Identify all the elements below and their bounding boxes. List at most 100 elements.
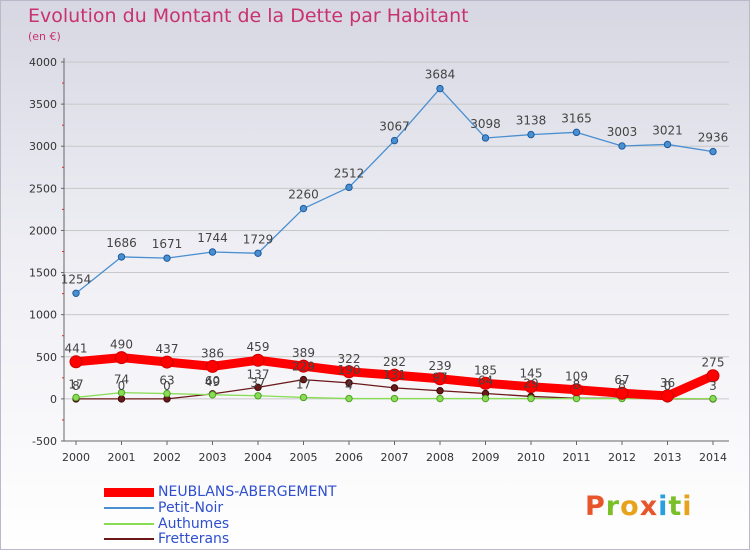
- data-point: [436, 387, 444, 395]
- x-tick-label: 2004: [244, 451, 272, 464]
- x-tick-label: 2013: [654, 451, 682, 464]
- data-label: 67: [614, 373, 629, 387]
- logo-letter: i: [658, 491, 669, 522]
- x-tick-label: 2003: [199, 451, 227, 464]
- legend-swatch-authumes: [104, 523, 154, 525]
- data-point: [527, 130, 535, 139]
- data-label: 190: [338, 363, 361, 377]
- data-label: 49: [205, 375, 220, 389]
- data-point: [436, 394, 444, 403]
- data-point: [299, 204, 308, 213]
- data-label: 64: [478, 373, 493, 387]
- data-label: 1744: [197, 231, 228, 245]
- data-point: [390, 384, 399, 392]
- data-point: [117, 395, 126, 403]
- data-label: 275: [702, 356, 725, 370]
- data-label: 63: [159, 374, 174, 388]
- data-point: [436, 84, 444, 93]
- legend-label-petit-noir: Petit-Noir: [158, 500, 224, 516]
- data-label: 3138: [516, 114, 547, 128]
- data-point: [570, 383, 583, 397]
- data-label: 3003: [607, 125, 638, 139]
- data-point: [254, 383, 262, 392]
- chart-subtitle: (en €): [28, 30, 61, 43]
- y-tick-label: 3000: [29, 140, 57, 153]
- y-tick-label: 3500: [29, 98, 57, 111]
- data-point: [342, 365, 356, 379]
- data-point: [163, 389, 171, 398]
- data-point: [297, 359, 310, 373]
- data-label: 185: [474, 363, 497, 377]
- x-tick-label: 2002: [153, 451, 181, 464]
- data-point: [572, 128, 581, 137]
- data-label: 74: [114, 373, 129, 387]
- data-point: [709, 394, 717, 403]
- data-label: 0: [118, 379, 126, 393]
- logo-letter: o: [620, 491, 640, 522]
- logo-letter: r: [605, 491, 621, 522]
- data-point: [527, 394, 535, 403]
- data-label: 282: [383, 355, 406, 369]
- x-tick-label: 2009: [472, 451, 500, 464]
- data-point: [709, 147, 717, 156]
- legend-item-petit-noir: Petit-Noir: [104, 500, 223, 516]
- data-label: 1671: [152, 237, 183, 251]
- legend-label-authumes: Authumes: [158, 516, 230, 532]
- data-point: [433, 372, 447, 386]
- logo-letter: x: [639, 491, 659, 522]
- data-point: [254, 392, 262, 400]
- data-label: 131: [383, 368, 406, 382]
- data-label: 2260: [288, 188, 319, 202]
- data-point: [390, 136, 399, 145]
- data-label: 17: [68, 377, 83, 391]
- data-label: 3098: [470, 117, 501, 131]
- legend-item-authumes: Authumes: [104, 516, 229, 532]
- y-tick-label: 500: [36, 351, 57, 364]
- data-point: [390, 394, 399, 403]
- data-label: 239: [429, 359, 452, 373]
- data-label: 3067: [379, 120, 410, 134]
- data-label: 0: [664, 379, 672, 393]
- data-point: [254, 249, 262, 257]
- x-tick-label: 2001: [108, 451, 136, 464]
- data-point: [388, 368, 401, 382]
- y-tick-label: 1500: [29, 267, 57, 280]
- x-tick-label: 2012: [608, 451, 636, 464]
- legend-item-fretterans: Fretterans: [104, 531, 229, 547]
- legend-swatch-fretterans: [104, 538, 154, 540]
- data-label: 36: [660, 376, 675, 390]
- data-point: [706, 369, 720, 383]
- legend-swatch-petit-noir: [104, 507, 154, 509]
- data-label: 2936: [698, 131, 729, 145]
- legend-label-neublans: NEUBLANS-ABERGEMENT: [158, 484, 337, 500]
- y-tick-label: -500: [32, 435, 57, 448]
- data-point: [524, 380, 538, 394]
- data-point: [299, 375, 308, 384]
- data-point: [117, 388, 126, 397]
- data-label: 229: [292, 360, 315, 374]
- data-label: 490: [110, 338, 133, 352]
- proxiti-logo: Proxiti: [585, 491, 693, 522]
- data-point: [345, 394, 353, 403]
- data-label: 8: [72, 379, 80, 393]
- data-point: [618, 142, 626, 150]
- data-point: [663, 140, 672, 149]
- x-tick-label: 2006: [335, 451, 363, 464]
- data-label: 441: [65, 342, 88, 356]
- data-point: [481, 394, 490, 403]
- data-label: 8: [573, 378, 581, 392]
- data-label: 3021: [652, 123, 683, 137]
- data-point: [72, 393, 80, 402]
- data-label: 3165: [561, 111, 592, 125]
- data-label: 459: [247, 340, 270, 354]
- data-point: [345, 379, 353, 387]
- data-point: [163, 254, 171, 262]
- y-tick-label: 2500: [29, 182, 57, 195]
- data-label: 29: [523, 376, 538, 390]
- data-label: 60: [205, 374, 220, 388]
- data-label: 0: [163, 379, 171, 393]
- y-tick-label: 0: [50, 393, 57, 406]
- data-label: 2512: [334, 166, 365, 180]
- data-label: 97: [432, 371, 447, 385]
